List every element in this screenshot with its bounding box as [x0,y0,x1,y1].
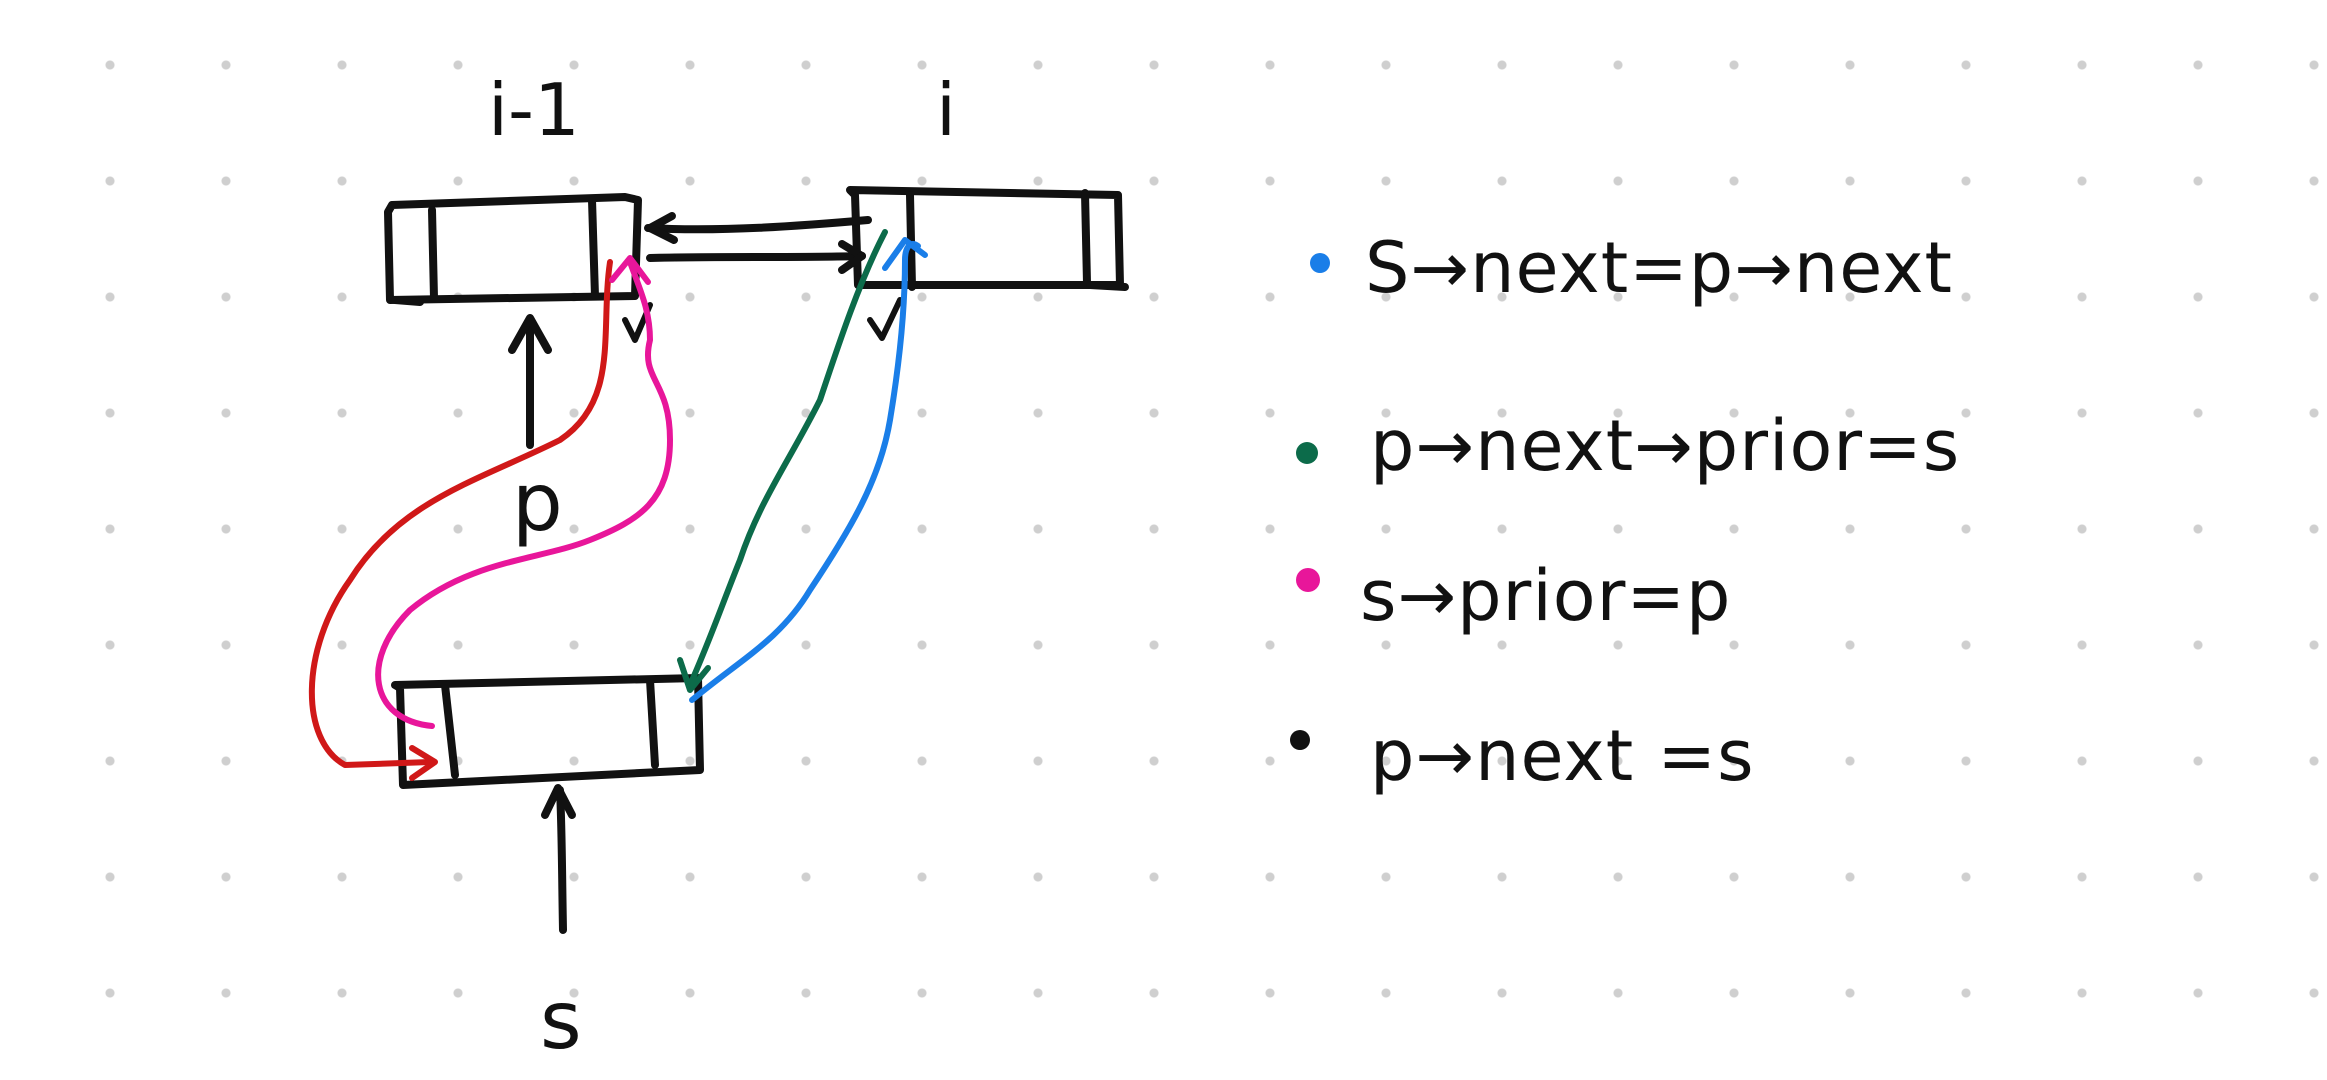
legend-text-green: p→next→prior=s [1370,405,1960,487]
node-label-prev: i-1 [488,68,580,152]
node-label-curr: i [936,68,956,152]
node-prev [384,193,642,306]
legend-bullet-pink [1296,568,1320,592]
blue-link [689,237,928,703]
check-mark-curr [867,297,903,341]
green-link [677,229,888,693]
pointer-p: p [508,314,563,549]
legend-text-blue: S→next=p→next [1365,227,1953,309]
pointer-p-label: p [512,456,563,549]
pointer-s: s [540,784,582,1067]
red-link [308,259,613,781]
pink-link [375,255,673,729]
legend: S→next=p→next p→next→prior=s s→prior=p p… [1290,227,1960,797]
pointer-s-label: s [540,974,582,1067]
legend-text-pink: s→prior=p [1360,555,1731,637]
legend-bullet-blue [1310,253,1330,273]
legend-bullet-black [1290,730,1310,750]
node-new [391,674,704,789]
legend-text-black: p→next =s [1370,715,1755,797]
link-prev-curr [644,212,872,274]
node-curr [846,186,1129,291]
legend-bullet-green [1296,442,1318,464]
